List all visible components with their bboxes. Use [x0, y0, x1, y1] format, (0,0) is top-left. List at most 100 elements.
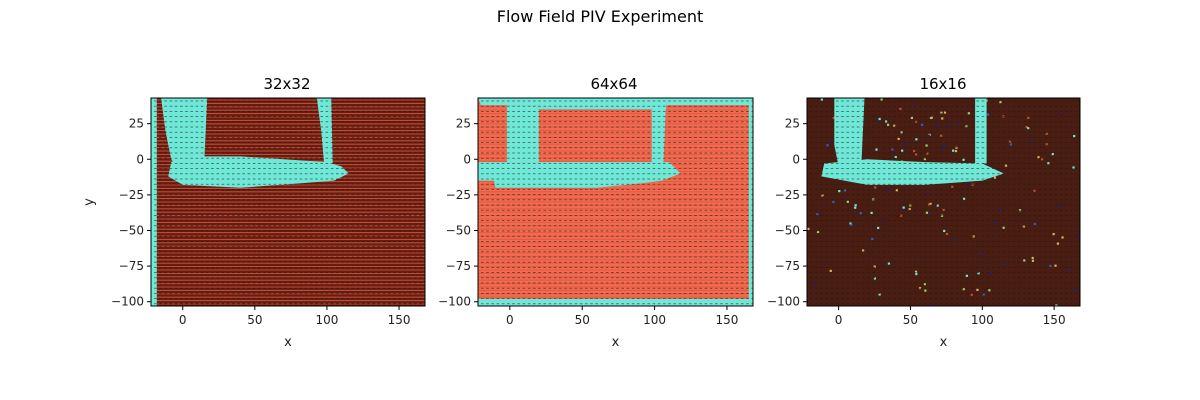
noise-pixel — [925, 211, 929, 214]
noise-pixel — [941, 117, 944, 120]
noise-pixel — [1060, 111, 1063, 114]
noise-pixel — [929, 202, 932, 206]
noise-pixel — [880, 98, 883, 101]
noise-pixel — [900, 131, 903, 134]
y-tick-label: −50 — [446, 223, 471, 237]
mask-left-wall — [151, 98, 157, 306]
noise-pixel — [962, 288, 965, 291]
noise-pixel — [953, 238, 956, 241]
noise-pixel — [940, 111, 943, 114]
noise-pixel — [1077, 235, 1080, 238]
panel-title: 64x64 — [590, 75, 637, 93]
noise-pixel — [1009, 143, 1012, 146]
x-axis-label: x — [612, 335, 620, 350]
noise-pixel — [1054, 264, 1057, 267]
noise-pixel — [1051, 153, 1054, 156]
noise-pixel — [1067, 269, 1070, 272]
noise-pixel — [1072, 166, 1075, 169]
noise-pixel — [900, 214, 903, 217]
y-tick-label: −75 — [446, 259, 471, 273]
noise-pixel — [874, 186, 877, 189]
figure-title: Flow Field PIV Experiment — [497, 7, 703, 26]
noise-pixel — [1031, 256, 1034, 260]
noise-pixel — [913, 104, 916, 107]
noise-pixel — [1058, 205, 1061, 208]
noise-pixel — [915, 138, 918, 141]
noise-pixel — [909, 204, 912, 207]
noise-pixel — [989, 271, 992, 275]
noise-pixel — [829, 269, 832, 272]
noise-pixel — [935, 124, 938, 127]
vector-field — [810, 100, 1078, 305]
noise-pixel — [986, 113, 990, 116]
y-tick-label: 0 — [136, 152, 144, 166]
panel-64x64: 64x64 0 50 100 150 25 0 −25 −50 −75 −100 x — [438, 75, 754, 350]
panel-title: 16x16 — [919, 75, 966, 93]
noise-pixel — [838, 189, 841, 193]
noise-pixel — [891, 148, 894, 151]
plot-area — [151, 98, 425, 306]
vector-field — [154, 100, 425, 305]
noise-pixel — [884, 120, 888, 123]
noise-pixel — [820, 98, 824, 101]
noise-pixel — [1027, 116, 1030, 119]
noise-pixel — [1002, 226, 1005, 229]
y-tick-label: −100 — [438, 295, 471, 309]
panel-32x32: 32x32 0 50 100 150 25 0 −25 −50 −75 −100 x y — [82, 75, 426, 350]
y-axis-label: y — [82, 198, 97, 206]
noise-pixel — [923, 283, 927, 286]
plot-area — [478, 98, 753, 306]
noise-pixel — [1031, 259, 1035, 262]
noise-pixel — [927, 203, 931, 206]
x-tick-label: 50 — [247, 313, 262, 327]
noise-pixel — [993, 176, 997, 179]
mask-right-post — [316, 98, 333, 164]
noise-pixel — [904, 142, 907, 145]
y-tick-label: −75 — [119, 259, 144, 273]
noise-pixel — [832, 200, 835, 204]
noise-pixel — [940, 134, 943, 137]
y-tick-label: −25 — [446, 188, 471, 202]
noise-pixel — [999, 209, 1002, 212]
noise-pixel — [962, 197, 966, 200]
noise-pixel — [1025, 125, 1028, 129]
mask-blade — [821, 159, 1004, 185]
noise-pixel — [994, 221, 997, 224]
y-tick-label: −100 — [111, 295, 144, 309]
noise-pixel — [859, 212, 862, 215]
noise-pixel — [924, 289, 927, 292]
noise-pixel — [943, 144, 946, 147]
noise-pixel — [875, 148, 878, 151]
x-tick-label: 150 — [388, 313, 411, 327]
noise-pixel — [925, 144, 928, 147]
plot-area — [807, 98, 1080, 306]
noise-pixel — [878, 117, 881, 121]
y-tick-label: 0 — [463, 152, 471, 166]
noise-pixel — [988, 289, 991, 292]
noise-pixel — [888, 190, 891, 193]
noise-pixel — [894, 156, 897, 159]
noise-pixel — [915, 272, 918, 276]
noise-pixel — [816, 213, 819, 216]
mask-top-bar — [538, 98, 667, 110]
axes-frame — [150, 97, 426, 307]
noise-pixel — [899, 107, 902, 110]
noise-pixel — [954, 149, 958, 153]
noise-pixel — [982, 293, 985, 296]
noise-pixel — [1004, 164, 1008, 167]
noise-pixel — [1074, 288, 1077, 291]
noise-pixel — [1056, 242, 1060, 245]
noise-pixel — [927, 134, 930, 137]
noise-pixel — [943, 111, 947, 114]
noise-pixel — [1047, 162, 1050, 165]
noise-pixel — [936, 204, 939, 207]
noise-pixel — [887, 262, 891, 265]
noise-pixel — [812, 282, 816, 285]
noise-pixel — [871, 237, 874, 240]
noise-pixel — [912, 149, 916, 153]
noise-pixel — [920, 123, 924, 126]
noise-pixel — [977, 272, 980, 275]
noise-pixel — [902, 206, 905, 209]
noise-pixel — [927, 212, 931, 215]
